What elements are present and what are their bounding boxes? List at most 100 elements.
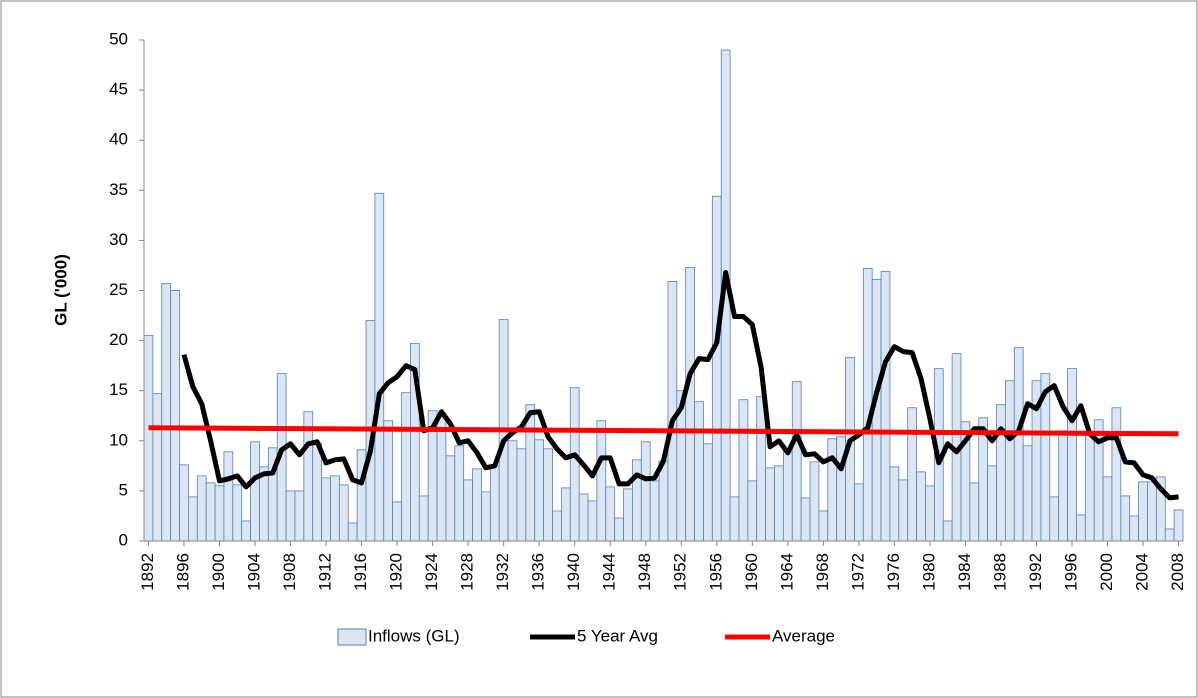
- bar: [392, 501, 402, 542]
- bar: [1022, 445, 1033, 542]
- x-tick-label: 1924: [422, 553, 441, 591]
- bar: [543, 448, 553, 542]
- bar: [152, 393, 163, 542]
- bar: [1076, 514, 1086, 542]
- line: [181, 269, 1179, 501]
- bar: [969, 482, 980, 542]
- bar: [223, 451, 234, 542]
- x-tick-label: 1896: [173, 553, 192, 591]
- x-tick-label: 1976: [884, 553, 903, 591]
- bar: [1102, 476, 1113, 542]
- x-tick-label: 1936: [529, 553, 548, 591]
- bar: [632, 459, 642, 542]
- bar: [729, 496, 740, 542]
- y-axis-label: GL ('000): [51, 254, 70, 326]
- bar: [907, 407, 917, 542]
- bar: [312, 442, 323, 542]
- y-tick-label: 35: [109, 180, 128, 199]
- y-tick-label: 30: [109, 230, 128, 249]
- x-tick-label: 1948: [635, 553, 654, 591]
- x-tick-label: 1952: [671, 553, 690, 591]
- x-tick-label: 1984: [955, 553, 974, 591]
- bar: [481, 491, 491, 542]
- y-tick-label: 45: [109, 80, 128, 99]
- x-tick-label: 1960: [742, 553, 761, 591]
- legend-label: Average: [772, 626, 835, 645]
- bar: [250, 441, 260, 542]
- bar: [694, 401, 704, 542]
- bar: [472, 468, 482, 542]
- bar: [658, 460, 669, 542]
- y-tick-label: 50: [109, 29, 128, 48]
- legend-label: 5 Year Avg: [577, 626, 658, 645]
- bar: [1013, 347, 1024, 542]
- bar: [667, 281, 678, 542]
- bar: [338, 484, 349, 542]
- legend-swatch: [337, 628, 367, 646]
- bar: [214, 485, 225, 542]
- bar: [987, 465, 997, 542]
- x-tick-label: 1928: [458, 553, 477, 591]
- bar: [854, 483, 864, 542]
- x-tick-label: 1912: [316, 553, 335, 591]
- bar: [241, 520, 251, 542]
- bar: [285, 490, 296, 542]
- bar: [1173, 509, 1184, 542]
- bar: [587, 500, 598, 542]
- bar: [623, 488, 633, 542]
- bar: [161, 283, 172, 542]
- bar: [170, 290, 180, 542]
- x-tick-label: 1968: [813, 553, 832, 591]
- bar: [454, 445, 465, 542]
- y-tick-label: 15: [109, 380, 128, 399]
- y-tick-label: 5: [119, 480, 128, 499]
- x-tick-label: 2008: [1168, 553, 1187, 591]
- bar: [738, 399, 749, 542]
- bar: [774, 465, 784, 542]
- bar: [925, 485, 935, 542]
- x-tick-label: 1964: [777, 553, 796, 591]
- bar: [143, 335, 154, 542]
- bar: [401, 392, 411, 542]
- bar: [321, 477, 331, 542]
- x-tick-label: 1944: [600, 553, 619, 591]
- bar: [560, 487, 571, 542]
- x-tick-label: 1988: [990, 553, 1009, 591]
- line: [148, 425, 1179, 437]
- bar: [640, 441, 651, 542]
- x-tick-label: 1904: [244, 553, 263, 591]
- bar: [534, 439, 545, 542]
- x-tick-label: 1892: [138, 553, 157, 591]
- bar: [747, 480, 758, 542]
- x-tick-label: 2004: [1133, 553, 1152, 591]
- bar: [703, 443, 713, 542]
- bar: [889, 466, 900, 542]
- bar: [880, 271, 891, 542]
- bar: [862, 268, 873, 542]
- x-tick-label: 1920: [387, 553, 406, 591]
- bar: [489, 465, 500, 542]
- bar: [232, 484, 243, 542]
- bar: [179, 464, 189, 542]
- bar: [791, 381, 802, 542]
- x-tick-label: 1916: [351, 553, 370, 591]
- bar: [1004, 380, 1015, 542]
- bar: [685, 267, 695, 542]
- x-tick-label: 1932: [493, 553, 512, 591]
- y-tick-label: 25: [109, 280, 128, 299]
- bar: [552, 510, 562, 542]
- bar: [649, 480, 660, 542]
- bar: [374, 192, 385, 542]
- bar: [188, 496, 198, 542]
- x-tick-label: 2000: [1097, 553, 1116, 591]
- bar: [436, 415, 447, 542]
- bar: [809, 461, 820, 542]
- bar: [205, 482, 216, 542]
- legend-label: Inflows (GL): [368, 626, 460, 645]
- bar: [765, 467, 775, 542]
- bar: [827, 438, 838, 542]
- x-tick-label: 1956: [706, 553, 725, 591]
- bar: [898, 479, 909, 542]
